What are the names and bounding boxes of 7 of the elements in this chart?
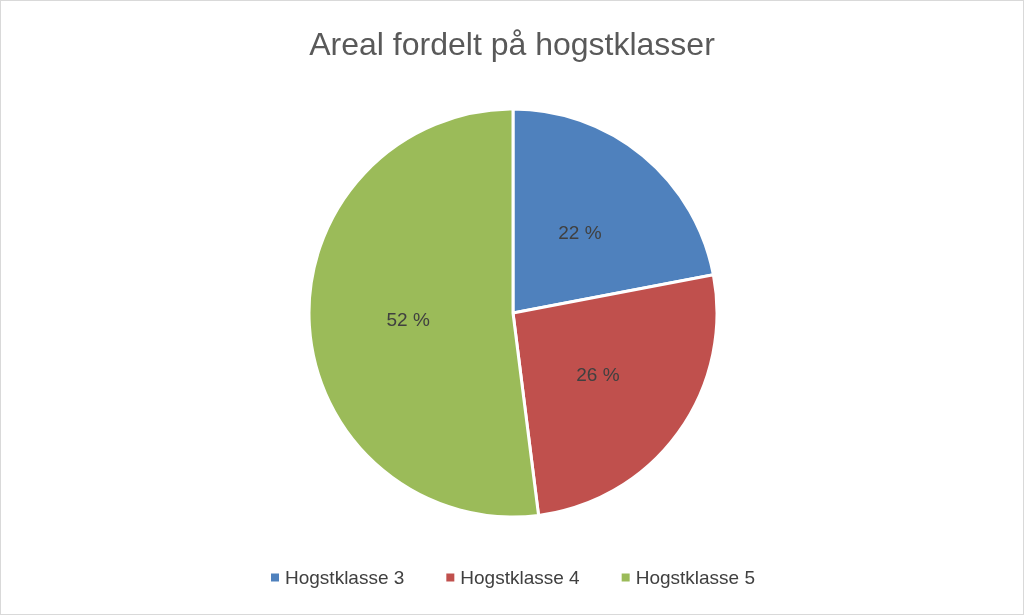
data-label: 26 % (576, 364, 620, 386)
chart-title: Areal fordelt på hogstklasser (309, 26, 716, 62)
legend-label: Hogstklasse 5 (635, 567, 756, 588)
data-label: 22 % (558, 221, 602, 243)
legend-label: Hogstklasse 3 (285, 567, 405, 588)
data-label: 52 % (386, 309, 430, 331)
legend-label: Hogstklasse 4 (460, 567, 581, 588)
